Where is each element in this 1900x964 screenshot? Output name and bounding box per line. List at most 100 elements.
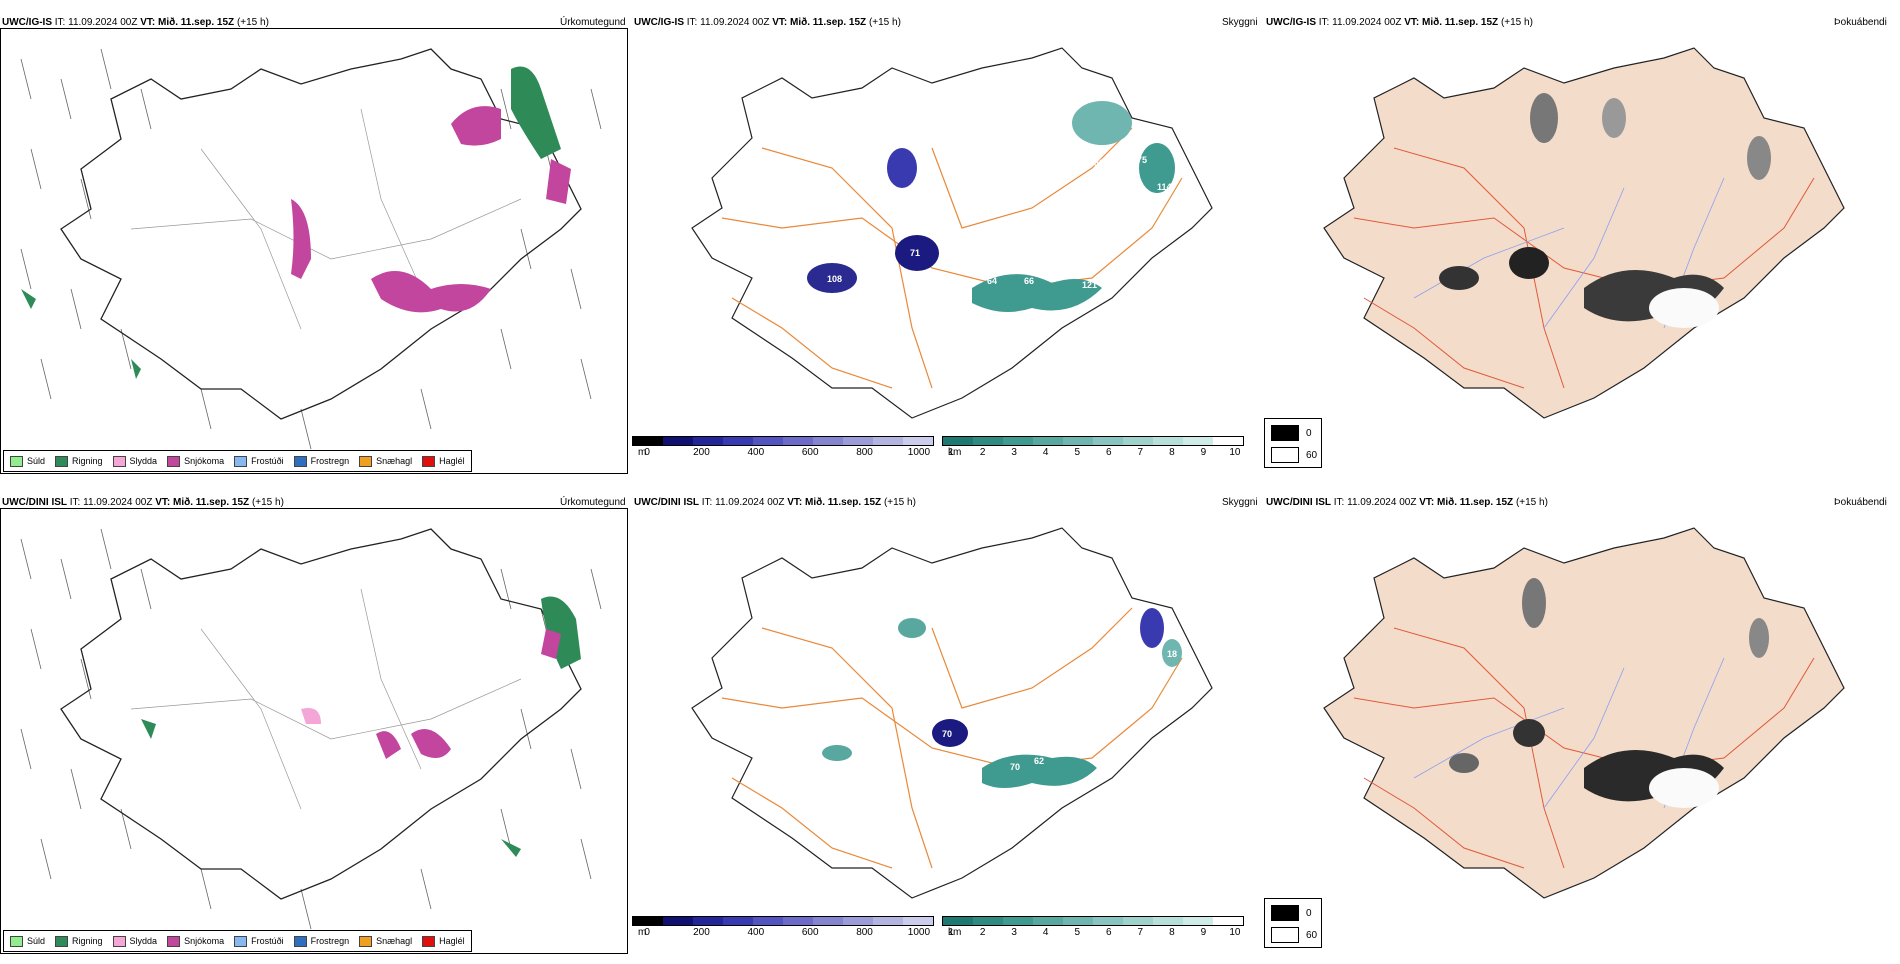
ceiling-label: 32 xyxy=(1094,158,1104,168)
colorbar-tick: 3 xyxy=(1011,927,1017,938)
iceland-outline xyxy=(691,47,1213,419)
vt-label: VT: xyxy=(772,17,788,28)
iceland-outline xyxy=(1323,47,1845,419)
colorbar-tick: 8 xyxy=(1169,447,1175,458)
legend-item: Súld xyxy=(10,935,45,947)
panel-header: UWC/DINI ISL IT: 11.09.2024 00Z VT: Mið.… xyxy=(634,497,916,508)
legend-label: Snjókoma xyxy=(184,456,225,466)
it-value: 11.09.2024 00Z xyxy=(700,17,770,28)
cloud-areas xyxy=(807,101,1175,312)
cloudbase-ticks: m 0 200 400 600 800 1000 xyxy=(632,926,934,938)
panel-title: Úrkomutegund xyxy=(560,17,626,28)
it-value: 11.09.2024 00Z xyxy=(83,497,153,508)
vt-value: Mið. 11.sep. 15Z xyxy=(1437,497,1514,508)
legend-item: Snæhagl xyxy=(359,455,412,467)
colorbar-tick: 1000 xyxy=(907,927,931,938)
visibility-colorbar: km 1 2 3 4 5 6 7 8 9 10 xyxy=(942,436,1244,458)
colorbar-segment xyxy=(1183,917,1213,925)
fog-legend-swatch xyxy=(1271,447,1299,463)
map-frame xyxy=(0,28,628,474)
ceiling-label: 64 xyxy=(987,276,997,286)
cloudbase-visibility-panel-row1: UWC/IG-IS IT: 11.09.2024 00Z VT: Mið. 11… xyxy=(632,14,1262,484)
fog-panel-row2: UWC/DINI ISL IT: 11.09.2024 00Z VT: Mið.… xyxy=(1264,494,1894,964)
legend-item: Slydda xyxy=(112,935,157,947)
legend-label: Snæhagl xyxy=(376,936,413,946)
colorbar-segment xyxy=(943,917,973,925)
colorbar-segment xyxy=(813,917,843,925)
precip-type-legend: Súld Rigning Slydda Snjókoma Frostúði Frostre… xyxy=(3,930,472,952)
colorbar-segment xyxy=(1093,917,1123,925)
colorbar-unit: km xyxy=(948,447,962,458)
colorbar-segment xyxy=(1003,917,1033,925)
fog-legend-label: 60 xyxy=(1306,929,1318,941)
iceland-precip-map xyxy=(20,528,602,930)
colorbar-segment xyxy=(973,437,1003,445)
it-value: 11.09.2024 00Z xyxy=(1347,497,1417,508)
colorbar-tick: 0 xyxy=(644,927,650,938)
colorbar-segment xyxy=(813,437,843,445)
cloudbase-ticks: m 0 200 400 600 800 1000 xyxy=(632,446,934,458)
legend-label: Slydda xyxy=(129,456,158,466)
panel-header: UWC/IG-IS IT: 11.09.2024 00Z VT: Mið. 11… xyxy=(634,17,901,28)
cloudbase-colorbar: m 0 200 400 600 800 1000 xyxy=(632,916,934,938)
roads xyxy=(721,127,1183,389)
precip-areas xyxy=(141,596,581,857)
iceland-cloud-map: 108 11 71 64 66 121 75 32 114 22 xyxy=(691,47,1213,419)
colorbar-tick: 2 xyxy=(979,927,986,938)
lead-time: (+15 h) xyxy=(236,17,269,28)
fog-areas xyxy=(1439,93,1771,328)
ceiling-label: 66 xyxy=(1024,276,1034,286)
colorbar-segment xyxy=(903,917,933,925)
fog-legend-row: 0 xyxy=(1271,905,1321,921)
cloudbase-visibility-panel-row2: UWC/DINI ISL IT: 11.09.2024 00Z VT: Mið.… xyxy=(632,494,1262,964)
colorbar-segment xyxy=(663,437,693,445)
legend-label: Frostregn xyxy=(310,456,350,466)
legend-label: Súld xyxy=(27,456,46,466)
colorbar-tick: 8 xyxy=(1169,927,1175,938)
legend-label: Snjókoma xyxy=(184,936,225,946)
cloudbase-colorbar: m 0 200 400 600 800 1000 xyxy=(632,436,934,458)
colorbar-tick: 4 xyxy=(1042,927,1049,938)
colorbar-segment xyxy=(783,437,813,445)
colorbar-segment xyxy=(843,437,873,445)
model-name: UWC/DINI ISL xyxy=(634,497,699,508)
legend-item: Haglél xyxy=(422,935,465,947)
vt-value: Mið. 11.sep. 15Z xyxy=(158,17,235,28)
cloud-areas xyxy=(822,608,1182,788)
fog-legend: 0 60 xyxy=(1264,898,1322,948)
iceland-precip-map xyxy=(20,48,602,450)
legend-swatch xyxy=(167,935,181,947)
colorbar-segment xyxy=(753,917,783,925)
legend-swatch xyxy=(359,935,373,947)
colorbar-segment xyxy=(843,917,873,925)
legend-item: Haglél xyxy=(422,455,465,467)
it-value: 11.09.2024 00Z xyxy=(68,17,138,28)
colorbar-tick: 7 xyxy=(1137,447,1144,458)
fog-legend-swatch xyxy=(1271,927,1299,943)
colorbar-tick: 1000 xyxy=(907,447,931,458)
iceland-fog-map xyxy=(1323,527,1845,899)
lead-time: (+15 h) xyxy=(868,17,901,28)
vt-value: Mið. 11.sep. 15Z xyxy=(1422,17,1499,28)
colorbar-unit: m xyxy=(638,927,647,938)
model-name: UWC/DINI ISL xyxy=(1266,497,1331,508)
panel-title: Þokuábendi xyxy=(1834,497,1887,508)
colorbar-tick: 0 xyxy=(644,447,650,458)
it-label: IT: xyxy=(686,17,698,28)
colorbar-tick: 2 xyxy=(979,447,986,458)
colorbar-segment xyxy=(633,437,663,445)
colorbar-segment xyxy=(693,917,723,925)
colorbar-unit: km xyxy=(948,927,962,938)
colorbar-tick: 10 xyxy=(1229,927,1241,938)
legend-swatch xyxy=(112,455,126,467)
visibility-ticks: km 1 2 3 4 5 6 7 8 9 10 xyxy=(942,926,1244,938)
visibility-colorbar-strip xyxy=(942,436,1244,446)
ceiling-labels: 70 70 62 18 xyxy=(942,649,1177,772)
legend-item: Snjókoma xyxy=(167,455,225,467)
roads xyxy=(721,607,1183,869)
model-name: UWC/IG-IS xyxy=(2,17,52,28)
legend-label: Rigning xyxy=(72,936,103,946)
model-name: UWC/IG-IS xyxy=(634,17,684,28)
colorbar-tick: 9 xyxy=(1200,927,1207,938)
legend-item: Súld xyxy=(10,455,46,467)
